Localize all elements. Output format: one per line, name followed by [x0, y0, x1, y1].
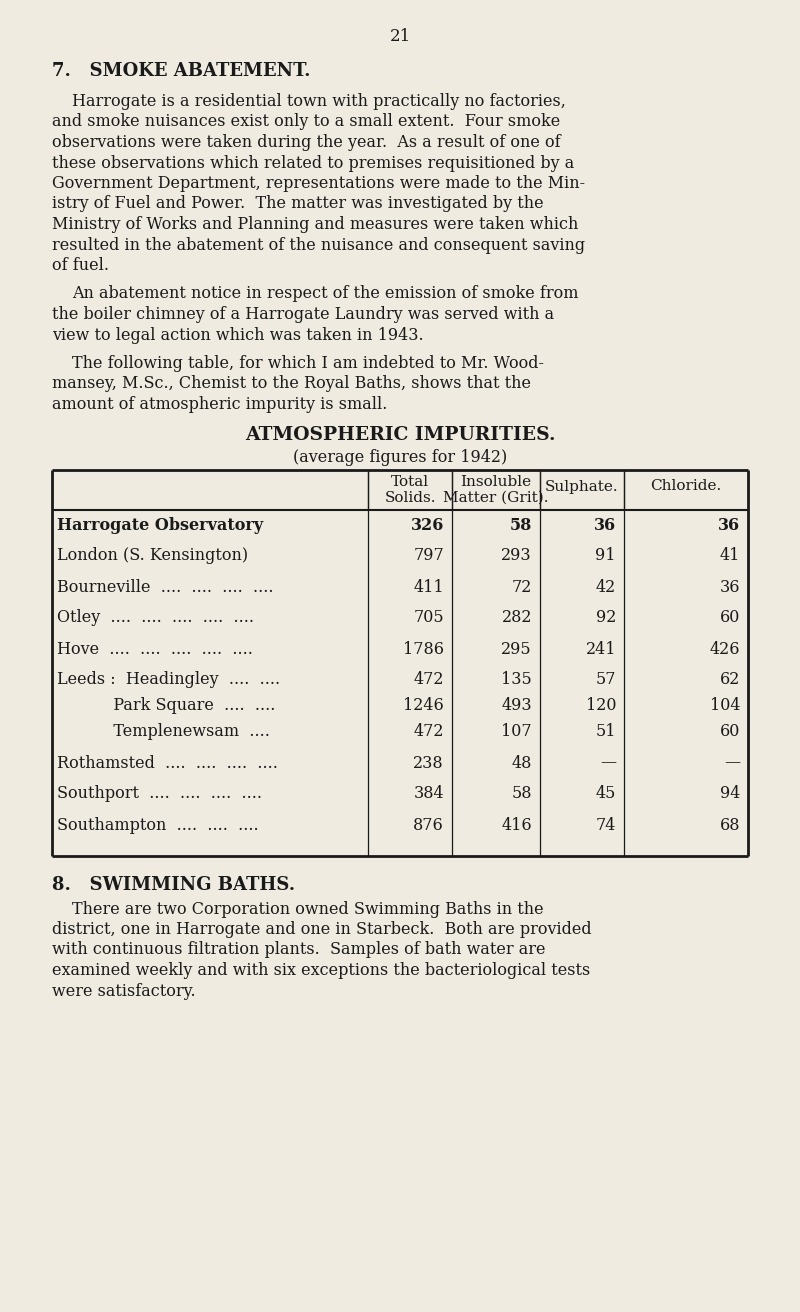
Text: (average figures for 1942): (average figures for 1942)	[293, 450, 507, 467]
Text: ATMOSPHERIC IMPURITIES.: ATMOSPHERIC IMPURITIES.	[245, 426, 555, 445]
Text: Southampton  ....  ....  ....: Southampton .... .... ....	[57, 816, 258, 833]
Text: 57: 57	[595, 672, 616, 689]
Text: 68: 68	[719, 816, 740, 833]
Text: 58: 58	[511, 786, 532, 803]
Text: 94: 94	[720, 786, 740, 803]
Text: 36: 36	[719, 579, 740, 596]
Text: 41: 41	[720, 547, 740, 564]
Text: Hove  ....  ....  ....  ....  ....: Hove .... .... .... .... ....	[57, 640, 253, 657]
Text: Government Department, representations were made to the Min-: Government Department, representations w…	[52, 174, 585, 192]
Text: An abatement notice in respect of the emission of smoke from: An abatement notice in respect of the em…	[72, 286, 578, 303]
Text: 416: 416	[502, 816, 532, 833]
Text: 60: 60	[720, 723, 740, 740]
Text: Harrogate is a residential town with practically no factories,: Harrogate is a residential town with pra…	[72, 93, 566, 110]
Text: 62: 62	[720, 672, 740, 689]
Text: Total: Total	[391, 475, 429, 488]
Text: 74: 74	[596, 816, 616, 833]
Text: 107: 107	[502, 723, 532, 740]
Text: Matter (Grit).: Matter (Grit).	[443, 491, 549, 505]
Text: Park Square  ....  ....: Park Square .... ....	[57, 698, 275, 715]
Text: 104: 104	[710, 698, 740, 715]
Text: 36: 36	[718, 517, 740, 534]
Text: 876: 876	[414, 816, 444, 833]
Text: 92: 92	[596, 610, 616, 627]
Text: Solids.: Solids.	[384, 491, 436, 505]
Text: 1786: 1786	[403, 640, 444, 657]
Text: Harrogate Observatory: Harrogate Observatory	[57, 517, 263, 534]
Text: 60: 60	[720, 610, 740, 627]
Text: 58: 58	[510, 517, 532, 534]
Text: 7.   SMOKE ABATEMENT.: 7. SMOKE ABATEMENT.	[52, 62, 310, 80]
Text: Sulphate.: Sulphate.	[545, 479, 619, 493]
Text: 48: 48	[512, 754, 532, 771]
Text: Leeds :  Headingley  ....  ....: Leeds : Headingley .... ....	[57, 672, 280, 689]
Text: 238: 238	[414, 754, 444, 771]
Text: 8.   SWIMMING BATHS.: 8. SWIMMING BATHS.	[52, 875, 295, 893]
Text: Rothamsted  ....  ....  ....  ....: Rothamsted .... .... .... ....	[57, 754, 278, 771]
Text: 72: 72	[512, 579, 532, 596]
Text: 472: 472	[414, 723, 444, 740]
Text: 426: 426	[710, 640, 740, 657]
Text: 45: 45	[596, 786, 616, 803]
Text: —: —	[600, 754, 616, 771]
Text: There are two Corporation owned Swimming Baths in the: There are two Corporation owned Swimming…	[72, 900, 544, 917]
Text: 705: 705	[414, 610, 444, 627]
Text: Templenewsam  ....: Templenewsam ....	[57, 723, 270, 740]
Text: 472: 472	[414, 672, 444, 689]
Text: of fuel.: of fuel.	[52, 257, 109, 274]
Text: 241: 241	[586, 640, 616, 657]
Text: the boiler chimney of a Harrogate Laundry was served with a: the boiler chimney of a Harrogate Laundr…	[52, 306, 554, 323]
Text: 384: 384	[414, 786, 444, 803]
Text: Bourneville  ....  ....  ....  ....: Bourneville .... .... .... ....	[57, 579, 274, 596]
Text: 326: 326	[410, 517, 444, 534]
Text: mansey, M.Sc., Chemist to the Royal Baths, shows that the: mansey, M.Sc., Chemist to the Royal Bath…	[52, 375, 531, 392]
Text: 91: 91	[595, 547, 616, 564]
Text: district, one in Harrogate and one in Starbeck.  Both are provided: district, one in Harrogate and one in St…	[52, 921, 592, 938]
Text: 36: 36	[594, 517, 616, 534]
Text: The following table, for which I am indebted to Mr. Wood-: The following table, for which I am inde…	[72, 356, 544, 373]
Text: 42: 42	[596, 579, 616, 596]
Text: and smoke nuisances exist only to a small extent.  Four smoke: and smoke nuisances exist only to a smal…	[52, 114, 560, 130]
Text: 411: 411	[414, 579, 444, 596]
Text: —: —	[724, 754, 740, 771]
Text: these observations which related to premises requisitioned by a: these observations which related to prem…	[52, 155, 574, 172]
Text: Insoluble: Insoluble	[461, 475, 531, 488]
Text: 51: 51	[595, 723, 616, 740]
Text: resulted in the abatement of the nuisance and consequent saving: resulted in the abatement of the nuisanc…	[52, 236, 585, 253]
Text: istry of Fuel and Power.  The matter was investigated by the: istry of Fuel and Power. The matter was …	[52, 195, 544, 213]
Text: 493: 493	[502, 698, 532, 715]
Text: Ministry of Works and Planning and measures were taken which: Ministry of Works and Planning and measu…	[52, 216, 578, 234]
Text: observations were taken during the year.  As a result of one of: observations were taken during the year.…	[52, 134, 561, 151]
Text: 282: 282	[502, 610, 532, 627]
Text: examined weekly and with six exceptions the bacteriological tests: examined weekly and with six exceptions …	[52, 962, 590, 979]
Text: amount of atmospheric impurity is small.: amount of atmospheric impurity is small.	[52, 396, 387, 413]
Text: view to legal action which was taken in 1943.: view to legal action which was taken in …	[52, 327, 424, 344]
Text: 21: 21	[390, 28, 410, 45]
Text: 135: 135	[502, 672, 532, 689]
Text: were satisfactory.: were satisfactory.	[52, 983, 196, 1000]
Text: London (S. Kensington): London (S. Kensington)	[57, 547, 248, 564]
Text: Otley  ....  ....  ....  ....  ....: Otley .... .... .... .... ....	[57, 610, 254, 627]
Text: Southport  ....  ....  ....  ....: Southport .... .... .... ....	[57, 786, 262, 803]
Text: 797: 797	[414, 547, 444, 564]
Text: 1246: 1246	[403, 698, 444, 715]
Text: 293: 293	[502, 547, 532, 564]
Text: 120: 120	[586, 698, 616, 715]
Text: Chloride.: Chloride.	[650, 479, 722, 493]
Text: 295: 295	[502, 640, 532, 657]
Text: with continuous filtration plants.  Samples of bath water are: with continuous filtration plants. Sampl…	[52, 942, 546, 959]
